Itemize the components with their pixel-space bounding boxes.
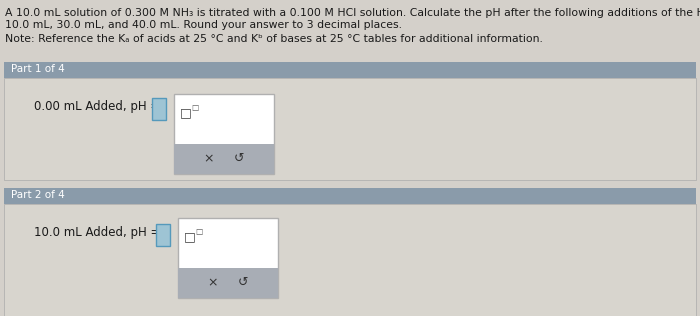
Bar xyxy=(4,62,696,78)
Bar xyxy=(178,268,278,298)
Text: ↺: ↺ xyxy=(238,276,248,289)
Text: □: □ xyxy=(195,227,202,236)
Bar xyxy=(174,144,274,174)
Text: A 10.0 mL solution of 0.300 M NH₃ is titrated with a 0.100 M HCl solution. Calcu: A 10.0 mL solution of 0.300 M NH₃ is tit… xyxy=(5,8,700,18)
Bar xyxy=(174,94,274,174)
Text: 10.0 mL Added, pH =: 10.0 mL Added, pH = xyxy=(34,226,160,239)
Text: □: □ xyxy=(180,106,192,119)
Bar xyxy=(4,204,696,316)
Bar xyxy=(156,224,170,246)
Text: Note: Reference the Kₐ of acids at 25 °C and Kᵇ of bases at 25 °C tables for add: Note: Reference the Kₐ of acids at 25 °C… xyxy=(5,34,543,44)
Text: Part 1 of 4: Part 1 of 4 xyxy=(11,64,64,74)
Bar xyxy=(4,188,696,204)
Text: 10.0 mL, 30.0 mL, and 40.0 mL. Round your answer to 3 decimal places.: 10.0 mL, 30.0 mL, and 40.0 mL. Round you… xyxy=(5,20,402,30)
Bar xyxy=(4,78,696,180)
Bar xyxy=(178,218,278,298)
Text: ×: × xyxy=(204,152,214,165)
Bar xyxy=(152,98,166,120)
Text: 0.00 mL Added, pH =: 0.00 mL Added, pH = xyxy=(34,100,160,113)
Text: □: □ xyxy=(184,230,196,243)
Text: ×: × xyxy=(208,276,218,289)
Text: □: □ xyxy=(191,103,198,112)
Text: Part 2 of 4: Part 2 of 4 xyxy=(11,190,64,200)
Text: ↺: ↺ xyxy=(234,152,244,165)
